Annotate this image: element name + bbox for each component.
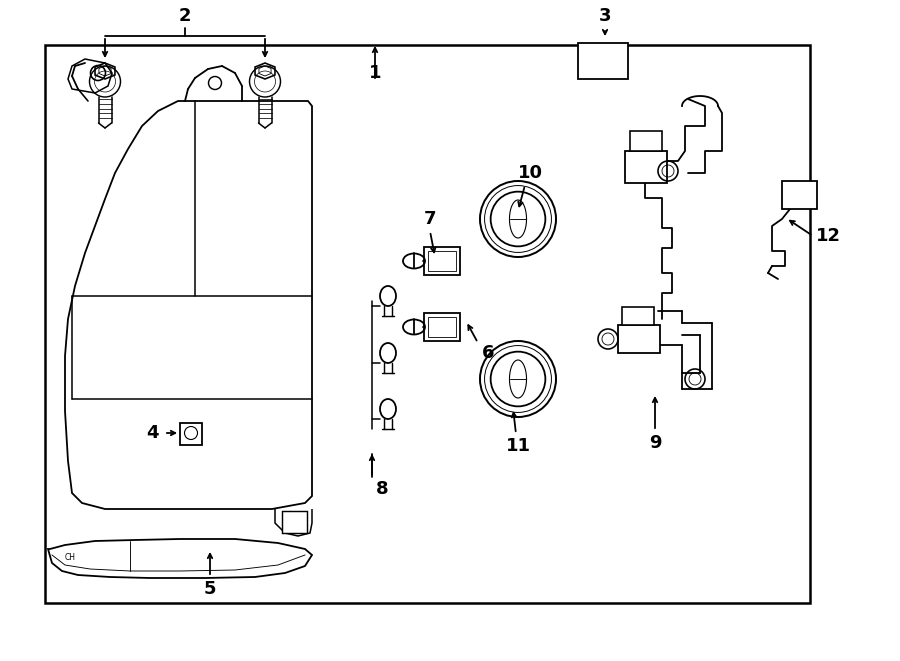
Bar [630,131,662,151]
Text: 6: 6 [482,344,494,362]
Text: 7: 7 [424,210,436,228]
Bar [180,423,202,445]
Bar [45,45,810,603]
Text: 3: 3 [598,7,611,25]
Text: 2: 2 [179,7,191,25]
Text: 4: 4 [146,424,158,442]
Text: 1: 1 [369,64,382,82]
Bar [782,181,817,209]
Bar [428,317,456,337]
Bar [282,511,307,533]
Text: 8: 8 [375,480,388,498]
Bar [625,151,667,183]
Bar [424,247,460,275]
Bar [578,43,628,79]
Bar [622,307,654,325]
Bar [618,325,660,353]
Bar [424,313,460,341]
Text: 11: 11 [506,437,530,455]
Text: CH: CH [65,553,76,561]
Text: 9: 9 [649,434,662,452]
Text: 5: 5 [203,580,216,598]
Text: 10: 10 [518,164,543,182]
Text: 12: 12 [815,227,841,245]
Bar [428,251,456,271]
